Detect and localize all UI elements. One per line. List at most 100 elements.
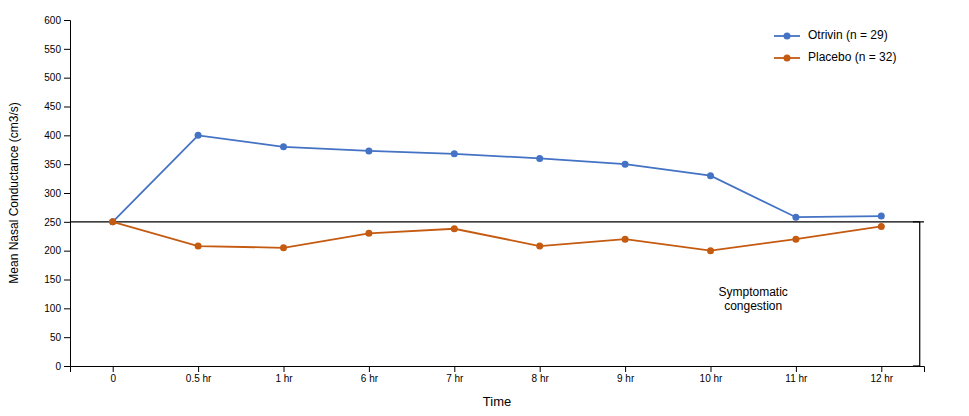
legend-item: Otrivin (n = 29): [774, 28, 888, 42]
y-tick: 200: [44, 245, 70, 256]
legend-swatch-marker: [784, 55, 791, 62]
series-marker: [707, 247, 714, 254]
series-marker: [792, 214, 799, 221]
tick-mark: [64, 251, 70, 252]
x-tick: 0: [110, 366, 116, 384]
series-marker: [536, 243, 543, 250]
tick-mark: [64, 135, 70, 136]
tick-label: 9 hr: [617, 373, 635, 384]
bracket-cap: [913, 221, 920, 222]
x-tick: 9 hr: [617, 366, 635, 384]
tick-label: 11 hr: [785, 373, 808, 384]
tick-label: 200: [44, 245, 61, 256]
tick-label: 400: [44, 130, 61, 141]
tick-label: 500: [44, 72, 61, 83]
y-tick: 50: [50, 332, 70, 343]
tick-mark: [64, 308, 70, 309]
series-marker: [622, 236, 629, 243]
legend-label: Otrivin (n = 29): [808, 28, 888, 42]
tick-mark: [64, 164, 70, 165]
x-tick: 11 hr: [785, 366, 808, 384]
legend: Otrivin (n = 29) Placebo (n = 32): [774, 28, 896, 64]
tick-label: 12 hr: [870, 373, 893, 384]
tick-mark: [64, 222, 70, 223]
tick-mark: [540, 366, 541, 372]
tick-mark: [64, 280, 70, 281]
y-axis-title: Mean Nasal Conductance (cm3/s): [7, 102, 21, 283]
tick-mark: [796, 366, 797, 372]
tick-mark: [625, 366, 626, 372]
axis-line: [64, 21, 71, 367]
tick-mark: [64, 366, 70, 367]
y-tick: 400: [44, 130, 70, 141]
series-marker: [195, 243, 202, 250]
tick-label: 0.5 hr: [186, 373, 212, 384]
tick-mark: [64, 20, 70, 21]
tick-label: 0: [110, 373, 116, 384]
tick-label: 600: [44, 15, 61, 26]
tick-mark: [454, 366, 455, 372]
tick-mark: [64, 337, 70, 338]
series-marker: [878, 213, 885, 220]
tick-label: 0: [55, 361, 61, 372]
tick-mark: [113, 366, 114, 372]
series-line: [113, 135, 882, 221]
legend-label: Placebo (n = 32): [808, 50, 896, 64]
tick-mark: [711, 366, 712, 372]
tick-mark: [64, 78, 70, 79]
series-marker: [707, 172, 714, 179]
series-line: [113, 222, 882, 251]
y-axis: 050100150200250300350400450500550600: [44, 15, 70, 372]
tick-mark: [198, 366, 199, 372]
tick-mark: [881, 366, 882, 372]
x-tick: 8 hr: [532, 366, 550, 384]
series-marker: [280, 244, 287, 251]
bracket-cap: [913, 365, 920, 366]
series-marker: [280, 143, 287, 150]
tick-label: 450: [44, 101, 61, 112]
plot-area: 05010015020025030035040045050055060000.5…: [44, 15, 924, 384]
tick-label: 250: [44, 217, 61, 228]
x-tick: 7 hr: [446, 366, 464, 384]
series-marker: [622, 161, 629, 168]
y-tick: 250: [44, 217, 70, 228]
threshold-line: [70, 221, 924, 222]
bracket-line: [919, 222, 920, 366]
series-marker: [792, 236, 799, 243]
y-tick: 300: [44, 188, 70, 199]
tick-label: 100: [44, 303, 61, 314]
tick-mark: [64, 107, 70, 108]
tick-label: 50: [50, 332, 62, 343]
y-tick: 550: [44, 44, 70, 55]
tick-mark: [64, 49, 70, 50]
y-tick: 0: [55, 361, 70, 372]
x-tick: 1 hr: [275, 366, 293, 384]
legend-swatch-marker: [784, 33, 791, 40]
series-marker: [365, 230, 372, 237]
marks: [70, 132, 924, 254]
y-tick: 350: [44, 159, 70, 170]
y-tick: 600: [44, 15, 70, 26]
tick-mark: [284, 366, 285, 372]
y-tick: 500: [44, 72, 70, 83]
y-tick: 100: [44, 303, 70, 314]
axis-line: [71, 367, 925, 373]
chart: 05010015020025030035040045050055060000.5…: [0, 0, 969, 416]
tick-label: 7 hr: [446, 373, 464, 384]
series-marker: [195, 132, 202, 139]
series-marker: [451, 225, 458, 232]
x-tick: 12 hr: [870, 366, 893, 384]
legend-item: Placebo (n = 32): [774, 50, 896, 64]
tick-label: 350: [44, 159, 61, 170]
series-marker: [365, 147, 372, 154]
tick-label: 1 hr: [275, 373, 293, 384]
series-marker: [536, 155, 543, 162]
tick-label: 6 hr: [361, 373, 379, 384]
tick-mark: [369, 366, 370, 372]
bracket: [913, 222, 920, 366]
tick-label: 300: [44, 188, 61, 199]
tick-label: 8 hr: [532, 373, 550, 384]
annotation: Symptomaticcongestion: [719, 285, 788, 313]
series-marker: [109, 218, 116, 225]
x-tick: 0.5 hr: [186, 366, 212, 384]
